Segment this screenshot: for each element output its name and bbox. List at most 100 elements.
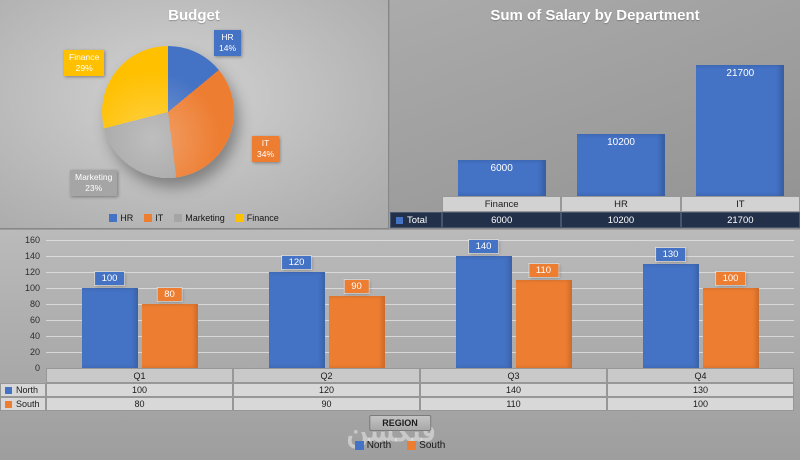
pie-label-name: HR xyxy=(221,32,234,42)
pie-label-name: IT xyxy=(261,138,270,148)
salary-total-row-label: Total xyxy=(390,212,442,228)
region-header-q2: Q2 xyxy=(233,368,420,383)
north-value-q2: 120 xyxy=(233,383,420,397)
north-value-q4: 130 xyxy=(607,383,794,397)
pie-legend-item-it: IT xyxy=(144,213,163,223)
region-field-button[interactable]: REGION xyxy=(369,415,431,431)
salary-bar-value-finance: 6000 xyxy=(490,163,513,174)
salary-plot-area: 6000 10200 21700 xyxy=(390,0,800,228)
pie-label-name: Marketing xyxy=(75,172,113,182)
salary-bar-chart-panel: Sum of Salary by Department 6000 10200 217… xyxy=(390,0,800,229)
y-axis-tick-20: 20 xyxy=(29,347,40,357)
total-series-swatch xyxy=(396,216,403,224)
legend-label: Marketing xyxy=(185,213,225,223)
pie-legend-item-hr: HR xyxy=(109,213,133,223)
salary-bar-hr: 10200 xyxy=(577,134,665,196)
pie-label-value: 34% xyxy=(257,149,275,160)
region-header-q4: Q4 xyxy=(607,368,794,383)
salary-bar-value-it: 21700 xyxy=(726,68,755,79)
data-label-south-q4: 100 xyxy=(715,272,746,285)
gridline-120 xyxy=(46,272,794,273)
marketing-legend-swatch xyxy=(174,214,183,222)
salary-total-it: 21700 xyxy=(680,212,800,228)
region-plot-area: 0 20 40 60 80 100 120 140 160 100 80 120 90 140 110 130… xyxy=(0,230,800,460)
legend-item-south: South xyxy=(407,440,445,451)
salary-header-finance: Finance xyxy=(442,196,562,212)
y-axis-tick-80: 80 xyxy=(29,299,40,309)
legend-label: Finance xyxy=(246,213,279,223)
data-label-north-q2: 120 xyxy=(281,256,312,269)
pie-label-value: 14% xyxy=(219,43,237,54)
gridline-140 xyxy=(46,256,794,257)
bar-south-q1 xyxy=(141,304,198,368)
legend-label: South xyxy=(419,440,446,451)
bar-north-q4 xyxy=(642,264,699,368)
legend-label: HR xyxy=(120,213,134,223)
legend-label: IT xyxy=(155,213,164,223)
row-label-text: South xyxy=(16,399,40,409)
bar-north-q3 xyxy=(455,256,512,368)
y-axis-tick-60: 60 xyxy=(29,315,40,325)
y-axis-tick-100: 100 xyxy=(24,283,40,293)
gridline-20 xyxy=(46,352,794,353)
salary-bar-finance: 6000 xyxy=(457,160,546,196)
south-value-q2: 90 xyxy=(233,397,420,411)
budget-pie-chart-panel: Budget HR 14% IT 34% Marketing 23% Finance 29% … xyxy=(0,0,389,229)
gridline-40 xyxy=(46,336,794,337)
gridline-100 xyxy=(46,288,794,289)
gridline-160 xyxy=(46,240,794,241)
pie-legend-item-finance: Finance xyxy=(235,213,279,223)
pie-data-label-finance: Finance 29% xyxy=(64,50,105,77)
pie-label-value: 29% xyxy=(75,63,93,74)
region-table-corner xyxy=(0,368,46,383)
y-axis-tick-40: 40 xyxy=(29,331,40,341)
pie-legend-item-marketing: Marketing xyxy=(174,213,225,223)
salary-header-hr: HR xyxy=(561,196,681,212)
data-label-south-q2: 90 xyxy=(344,280,369,293)
bar-north-q2 xyxy=(268,272,325,368)
region-header-q1: Q1 xyxy=(46,368,233,383)
data-label-north-q3: 140 xyxy=(468,240,499,253)
salary-bar-value-hr: 10200 xyxy=(607,137,635,148)
north-row-label: North xyxy=(0,383,46,397)
salary-table-corner xyxy=(390,196,442,212)
pie-label-name: Finance xyxy=(69,52,100,62)
south-value-q1: 80 xyxy=(46,397,233,411)
north-series-swatch xyxy=(5,386,12,394)
data-label-north-q4: 130 xyxy=(655,248,686,261)
salary-header-it: IT xyxy=(680,196,800,212)
south-series-swatch xyxy=(5,400,12,408)
gridline-60 xyxy=(46,320,794,321)
region-bar-chart-panel: 0 20 40 60 80 100 120 140 160 100 80 120 90 140 110 130… xyxy=(0,230,800,460)
total-label-text: Total xyxy=(407,214,428,226)
y-axis-tick-140: 140 xyxy=(24,251,40,261)
south-row-label: South xyxy=(0,397,46,411)
region-data-table: Q1 Q2 Q3 Q4 North 100 120 140 130 South 80 90 110 100 xyxy=(0,368,794,411)
bar-south-q3 xyxy=(515,280,572,368)
salary-total-finance: 6000 xyxy=(442,212,562,228)
north-value-q3: 140 xyxy=(420,383,607,397)
y-axis-tick-120: 120 xyxy=(24,267,40,277)
pie-data-label-marketing: Marketing 23% xyxy=(70,170,118,197)
north-legend-swatch xyxy=(354,441,364,450)
data-label-south-q1: 80 xyxy=(157,288,182,301)
region-legend: North South xyxy=(0,440,800,451)
row-label-text: North xyxy=(16,385,39,395)
y-axis-tick-160: 160 xyxy=(24,235,40,245)
data-label-south-q3: 110 xyxy=(528,264,559,277)
salary-data-table: Finance HR IT Total 6000 10200 21700 xyxy=(390,196,800,228)
south-legend-swatch xyxy=(407,441,417,450)
pie-legend: HR IT Marketing Finance xyxy=(0,213,388,223)
bar-south-q2 xyxy=(328,296,385,368)
data-label-north-q1: 100 xyxy=(94,272,125,285)
budget-pie xyxy=(102,46,234,178)
y-axis-tick-0: 0 xyxy=(34,363,40,373)
bar-south-q4 xyxy=(702,288,759,368)
south-value-q4: 100 xyxy=(607,397,794,411)
salary-chart-title: Sum of Salary by Department xyxy=(490,7,700,24)
gridline-80 xyxy=(46,304,794,305)
bar-north-q1 xyxy=(81,288,138,368)
salary-bar-it: 21700 xyxy=(696,65,785,196)
pie-data-label-it: IT 34% xyxy=(252,136,280,163)
